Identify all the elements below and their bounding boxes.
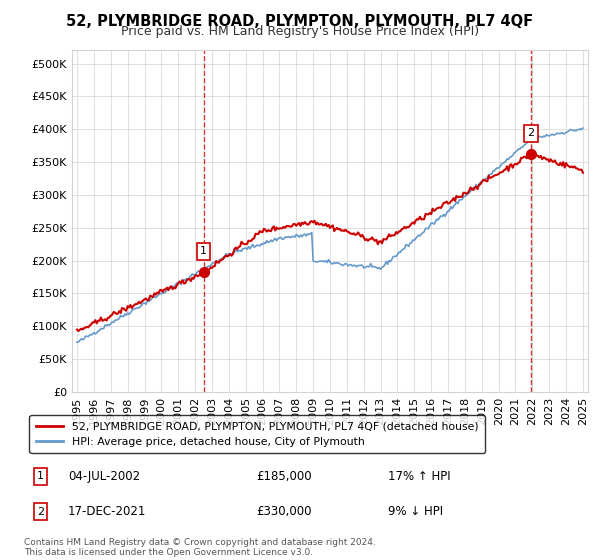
Text: 17% ↑ HPI: 17% ↑ HPI: [388, 470, 451, 483]
Text: 1: 1: [37, 472, 44, 482]
Text: £185,000: £185,000: [256, 470, 311, 483]
Text: Contains HM Land Registry data © Crown copyright and database right 2024.
This d: Contains HM Land Registry data © Crown c…: [24, 538, 376, 557]
Text: 1: 1: [200, 246, 207, 256]
Text: 2: 2: [527, 128, 535, 138]
Text: £330,000: £330,000: [256, 505, 311, 518]
Text: Price paid vs. HM Land Registry's House Price Index (HPI): Price paid vs. HM Land Registry's House …: [121, 25, 479, 38]
Text: 52, PLYMBRIDGE ROAD, PLYMPTON, PLYMOUTH, PL7 4QF: 52, PLYMBRIDGE ROAD, PLYMPTON, PLYMOUTH,…: [67, 14, 533, 29]
Text: 2: 2: [37, 507, 44, 517]
Text: 9% ↓ HPI: 9% ↓ HPI: [388, 505, 443, 518]
Legend: 52, PLYMBRIDGE ROAD, PLYMPTON, PLYMOUTH, PL7 4QF (detached house), HPI: Average : 52, PLYMBRIDGE ROAD, PLYMPTON, PLYMOUTH,…: [29, 415, 485, 453]
Text: 04-JUL-2002: 04-JUL-2002: [68, 470, 140, 483]
Text: 17-DEC-2021: 17-DEC-2021: [68, 505, 146, 518]
